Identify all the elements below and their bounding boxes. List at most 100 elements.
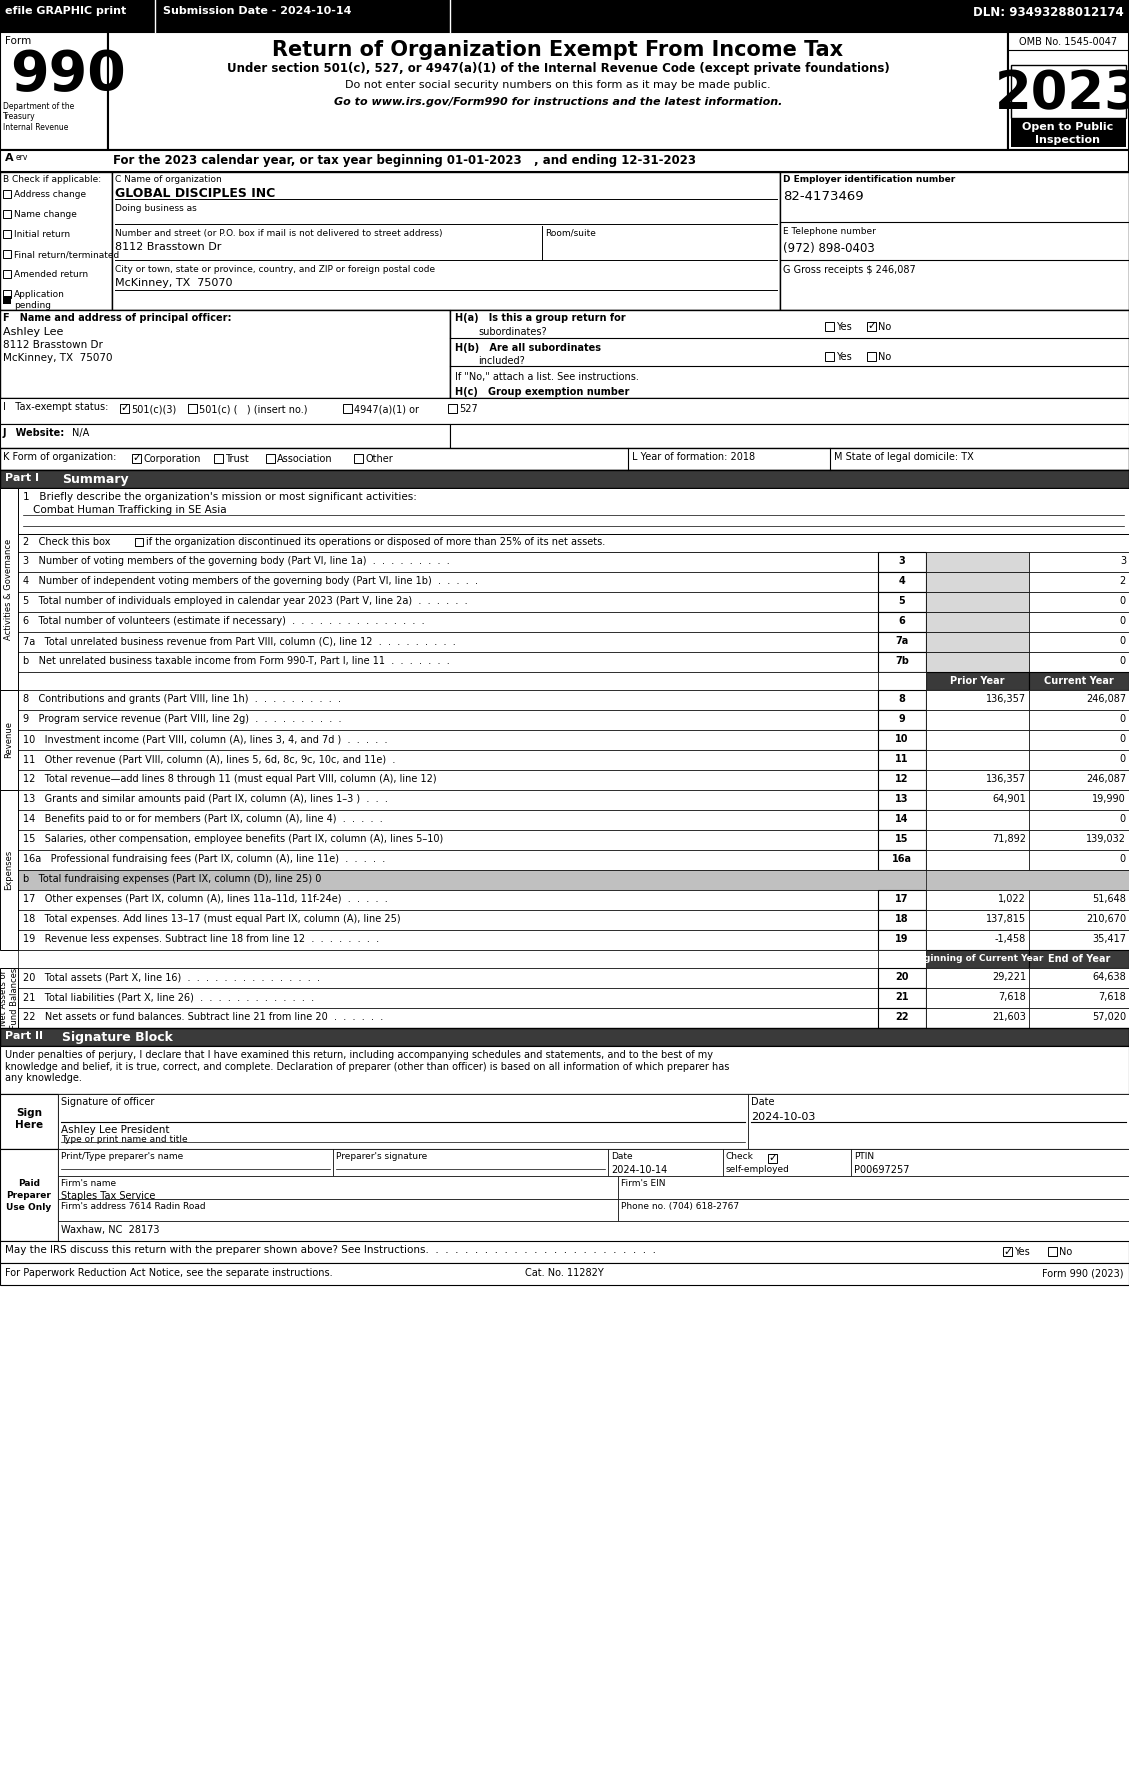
Bar [1048,1247,1057,1256]
Bar [0,1028,1129,1045]
Text: Staples Tax Service: Staples Tax Service [61,1190,156,1201]
Text: 13: 13 [895,795,909,804]
Bar [18,830,1129,849]
Bar [609,1150,723,1176]
Bar [0,1045,1129,1093]
Bar [0,0,1129,32]
Text: Firm's name: Firm's name [61,1180,116,1189]
Bar [18,968,1129,987]
Bar [18,890,1129,909]
Text: M State of legal domicile: TX: M State of legal domicile: TX [834,452,973,463]
Text: 14: 14 [895,814,909,825]
Text: 136,357: 136,357 [986,694,1026,705]
Text: 19: 19 [895,934,909,945]
Bar [878,691,926,710]
Bar [18,811,1129,830]
Text: 64,638: 64,638 [1092,971,1126,982]
Text: E Telephone number: E Telephone number [784,228,876,237]
Text: 16a: 16a [892,855,912,864]
Bar [618,1199,1129,1220]
Text: 51,648: 51,648 [1092,894,1126,904]
Text: 21   Total liabilities (Part X, line 26)  .  .  .  .  .  .  .  .  .  .  .  .  .: 21 Total liabilities (Part X, line 26) .… [23,992,314,1001]
Text: For the 2023 calendar year, or tax year beginning 01-01-2023   , and ending 12-3: For the 2023 calendar year, or tax year … [113,154,695,168]
Bar [0,968,18,1028]
Text: Amended return: Amended return [14,270,88,279]
Text: F   Name and address of principal officer:: F Name and address of principal officer: [3,313,231,323]
Bar [878,890,926,909]
Bar [1029,890,1129,909]
Bar [723,1150,851,1176]
Bar [878,751,926,770]
Text: 7a: 7a [895,636,909,646]
Bar [825,351,834,360]
Text: included?: included? [478,357,525,366]
Text: subordinates?: subordinates? [478,327,546,337]
Text: if the organization discontinued its operations or disposed of more than 25% of : if the organization discontinued its ope… [146,537,605,547]
Text: J   Website:: J Website: [3,427,65,438]
Text: No: No [1059,1247,1073,1257]
Text: Combat Human Trafficking in SE Asia: Combat Human Trafficking in SE Asia [33,505,227,516]
Text: Net Assets or
Fund Balances: Net Assets or Fund Balances [0,968,19,1028]
Text: 6   Total number of volunteers (estimate if necessary)  .  .  .  .  .  .  .  .  : 6 Total number of volunteers (estimate i… [23,616,425,625]
Text: 2023: 2023 [995,69,1129,120]
Bar [926,987,1029,1008]
Bar [0,1241,1129,1263]
Text: 35,417: 35,417 [1092,934,1126,945]
Bar [926,811,1029,830]
Bar [58,1176,618,1199]
Text: OMB No. 1545-0047: OMB No. 1545-0047 [1019,37,1117,48]
Text: 501(c) (   ) (insert no.): 501(c) ( ) (insert no.) [199,404,307,413]
Text: Firm's address 7614 Radin Road: Firm's address 7614 Radin Road [61,1203,205,1211]
Text: Open to Public: Open to Public [1023,122,1113,132]
Bar [0,1093,1129,1150]
Text: Date: Date [611,1151,632,1160]
Bar [108,32,1008,150]
Text: 0: 0 [1120,754,1126,765]
Text: B Check if applicable:: B Check if applicable: [3,175,102,184]
Text: 2024-10-14: 2024-10-14 [611,1166,667,1174]
Bar [867,321,876,330]
Bar [1010,118,1126,147]
Text: Check: Check [726,1151,754,1160]
Bar [0,470,1129,487]
Text: Corporation: Corporation [143,454,201,464]
Text: (972) 898-0403: (972) 898-0403 [784,242,875,254]
Bar [120,404,129,413]
Bar [266,454,275,463]
Bar [1029,830,1129,849]
Text: Summary: Summary [62,473,129,486]
Text: Type or print name and title: Type or print name and title [61,1136,187,1144]
Bar [878,673,926,691]
Text: 3: 3 [899,556,905,565]
Text: Under section 501(c), 527, or 4947(a)(1) of the Internal Revenue Code (except pr: Under section 501(c), 527, or 4947(a)(1)… [227,62,890,74]
Bar [1008,32,1129,150]
Bar [1003,1247,1012,1256]
Bar [0,1150,58,1241]
Text: Doing business as: Doing business as [115,205,196,214]
Bar [355,454,364,463]
Bar [1029,950,1129,968]
Text: 1,022: 1,022 [998,894,1026,904]
Text: Signature Block: Signature Block [62,1031,173,1044]
Text: 64,901: 64,901 [992,795,1026,804]
Text: 17   Other expenses (Part IX, column (A), lines 11a–11d, 11f-24e)  .  .  .  .  .: 17 Other expenses (Part IX, column (A), … [23,894,387,904]
Bar [3,297,11,304]
Bar [878,553,926,572]
Text: 0: 0 [1120,713,1126,724]
Bar [1029,710,1129,729]
Text: Other: Other [365,454,393,464]
Bar [18,691,1129,710]
Bar [18,849,1129,871]
Bar [926,909,1029,931]
Bar [18,553,1129,572]
Bar [878,811,926,830]
Text: 29,221: 29,221 [992,971,1026,982]
Text: 12   Total revenue—add lines 8 through 11 (must equal Part VIII, column (A), lin: 12 Total revenue—add lines 8 through 11 … [23,774,437,784]
Bar [1029,632,1129,652]
Bar [0,1150,1129,1241]
Bar [926,691,1029,710]
Bar [926,849,1029,871]
Text: Form: Form [5,35,32,46]
Bar [1029,849,1129,871]
Text: Here: Here [15,1120,43,1130]
